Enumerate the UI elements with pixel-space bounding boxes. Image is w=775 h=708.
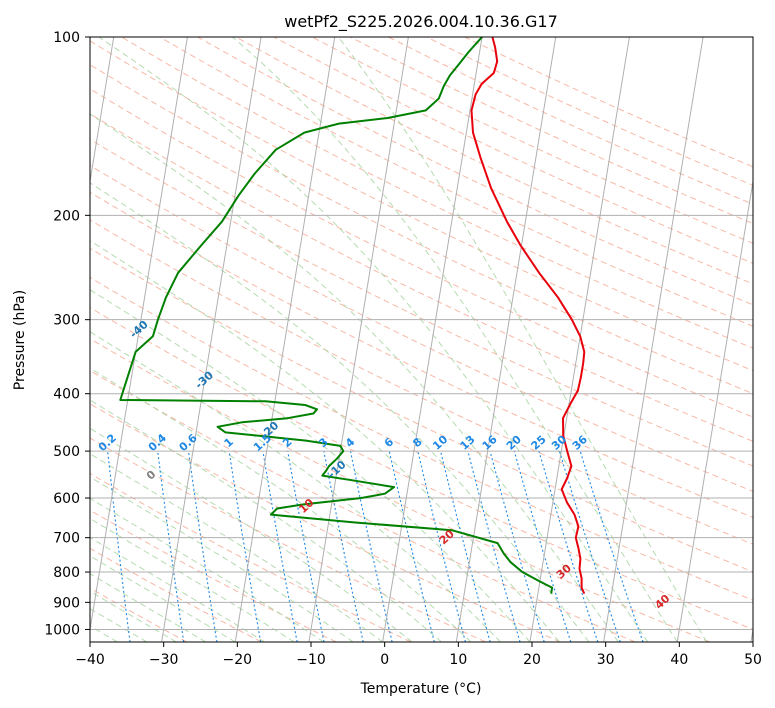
moist-adiabat-line [90,399,442,642]
mixing-ratio-line [262,451,298,642]
x-tick-label: −40 [75,652,105,668]
isotherm-line [455,37,557,642]
dry-adiabat-line [90,403,561,642]
y-tick-label: 600 [53,491,80,507]
mixing-ratio-line [323,451,364,642]
x-tick-label: 20 [523,652,541,668]
isotherm-line [382,37,483,642]
y-tick-label: 100 [53,30,80,46]
isobar-grid [90,37,753,630]
dry-adiabat-line [90,88,753,418]
moist-adiabat-line [90,182,590,642]
moist-adiabat-line [90,240,560,642]
moist-adiabat-line [90,476,354,642]
moist-adiabat-line [232,37,678,642]
mixing-ratio-line [440,450,491,642]
y-axis: 100 200 300 400 500 600 700 800 900 1000 [44,30,90,638]
dry-adiabat-line [90,370,636,642]
moist-adiabat-line [90,497,324,642]
dry-adiabat-line [90,113,753,442]
moist-adiabat-line [90,453,383,642]
dry-adiabats [90,37,753,642]
plot-area: -100-90-80-70-60-50-40-30-20-100.10.20.4… [90,37,753,642]
isotherm-line [308,37,409,642]
y-axis-title: Pressure (hPa) [12,290,28,390]
moist-adiabat-line [90,427,413,642]
dewpoint-profile-line [119,37,554,594]
mixing-ratio-line [417,450,466,642]
moist-adiabat-line [90,331,501,642]
isotherm-line [529,37,630,642]
x-tick-label: −20 [223,652,253,668]
mixing-ratio-line [538,450,599,642]
y-tick-label: 700 [53,531,80,547]
isotherm-line [234,37,336,642]
y-tick-label: 1000 [44,622,80,638]
isotherm-line [161,37,262,642]
chart-title: wetPf2_S225.2026.004.10.36.G17 [284,12,558,32]
dry-adiabat-line [121,37,753,349]
dry-adiabat-line [90,164,753,492]
mixing-ratio-line [467,450,521,642]
x-tick-label: 30 [597,652,615,668]
x-tick-label: −10 [296,652,326,668]
moist-adiabat-line [90,289,531,642]
dry-adiabat-line [90,219,753,545]
x-tick-label: 40 [670,652,688,668]
y-tick-label: 500 [53,444,80,460]
isotherm-line [603,37,704,642]
moist-adiabat-line [98,37,649,642]
moist-adiabat-line [90,113,619,642]
isotherm-grid [90,37,753,642]
y-tick-label: 300 [53,313,80,329]
y-tick-label: 400 [53,387,80,403]
dry-adiabat-line [90,509,337,642]
mixing-ratio-line [187,451,218,642]
x-axis: −40 −30 −20 −10 0 10 20 30 40 50 [75,642,762,668]
dry-adiabat-line [235,37,753,285]
y-tick-label: 800 [53,565,80,581]
mixing-ratio-line [228,451,262,642]
x-tick-label: −30 [149,652,179,668]
isotherm-line [90,37,115,185]
x-axis-title: Temperature (°C) [360,681,482,697]
dry-adiabat-line [90,437,486,642]
y-tick-label: 900 [53,595,80,611]
y-tick-label: 200 [53,208,80,224]
plot-frame [89,36,754,643]
mixing-ratio-line [558,450,621,642]
dry-adiabat-line [90,307,753,630]
x-tick-label: 50 [744,652,762,668]
moist-adiabat-line [90,590,177,642]
dry-adiabat-line [90,191,753,518]
mixing-ratio-line [388,450,435,642]
x-tick-label: 10 [449,652,467,668]
mixing-ratio-line [287,451,325,642]
profiles [119,37,586,595]
dry-adiabat-line [90,276,753,601]
mixing-ratio-line [157,451,185,642]
temperature-profile-line [470,37,586,595]
mixing-ratio-line [513,450,572,642]
moist-adiabat-line [90,573,207,642]
mixing-ratio-line [489,450,545,642]
dry-adiabat-line [90,247,753,573]
isotherm-line [676,178,753,642]
moist-adiabat-line [90,367,472,642]
x-tick-label: 0 [380,652,389,668]
isotherm-line [90,37,188,633]
